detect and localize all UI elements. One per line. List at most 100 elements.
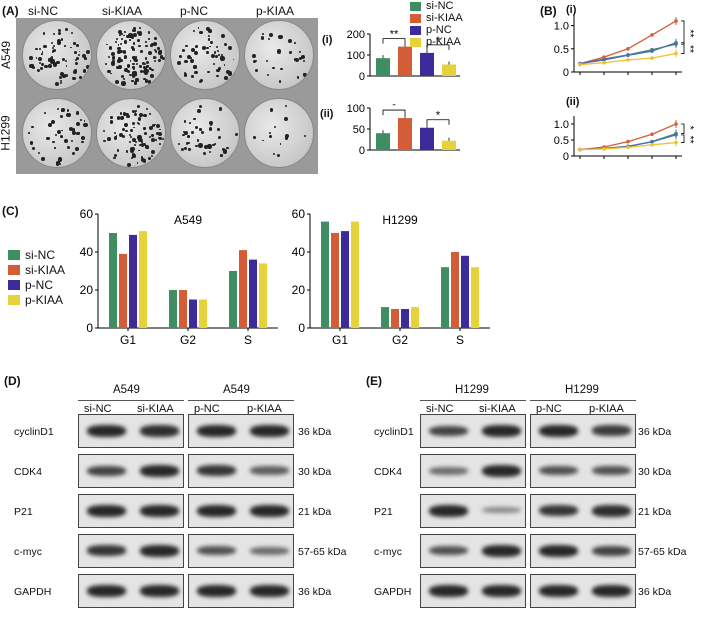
colony-dot bbox=[147, 80, 151, 84]
colony-dot bbox=[190, 59, 195, 64]
colony-dot bbox=[154, 123, 156, 126]
legend-label: si-NC bbox=[25, 248, 55, 262]
colony-dot bbox=[253, 59, 257, 63]
colony-dot bbox=[206, 27, 210, 32]
colony-dot bbox=[76, 43, 79, 47]
colony-dot bbox=[148, 126, 154, 131]
colony-dot bbox=[234, 132, 238, 136]
colony-dot bbox=[112, 56, 116, 60]
colony-dot bbox=[125, 115, 129, 119]
colony-dot bbox=[61, 108, 65, 112]
colony-dot bbox=[148, 38, 150, 40]
colony-dot bbox=[130, 46, 134, 50]
series-point bbox=[626, 145, 630, 150]
blot-band bbox=[482, 425, 521, 437]
colony-dot bbox=[56, 60, 60, 65]
colony-dot bbox=[121, 81, 126, 86]
colony-dot bbox=[216, 50, 219, 53]
colony-dot bbox=[132, 62, 135, 66]
col-label-si-nc: si-NC bbox=[28, 4, 58, 18]
bar bbox=[442, 64, 456, 76]
blot-strip bbox=[530, 574, 636, 608]
colony-dot bbox=[147, 31, 151, 34]
colony-dot bbox=[61, 129, 63, 132]
colony-dot bbox=[129, 134, 132, 137]
colony-dot bbox=[158, 143, 161, 145]
colony-dot bbox=[69, 126, 74, 131]
colony-dot bbox=[143, 66, 146, 70]
colony-dot bbox=[206, 46, 209, 50]
colony-dot bbox=[143, 70, 148, 75]
colony-dot bbox=[200, 78, 204, 82]
blot-band bbox=[250, 546, 289, 555]
colony-dot bbox=[115, 80, 119, 85]
colony-dot bbox=[29, 56, 33, 60]
colony-dot bbox=[137, 39, 140, 42]
colony-dot bbox=[123, 77, 126, 80]
colony-dot bbox=[116, 149, 120, 152]
colony-dot bbox=[107, 70, 111, 74]
colony-dot bbox=[58, 29, 62, 33]
colony-dot bbox=[132, 28, 136, 33]
blot-band bbox=[429, 466, 468, 475]
kda-label: 57-65 kDa bbox=[298, 546, 347, 558]
series-point bbox=[602, 55, 606, 59]
colony-dish bbox=[22, 20, 92, 90]
colony-dot bbox=[60, 38, 64, 41]
blot-band bbox=[482, 545, 521, 557]
colony-dot bbox=[195, 144, 198, 148]
blot-band bbox=[87, 425, 126, 437]
blot-band bbox=[250, 425, 289, 437]
legend-swatch bbox=[410, 25, 421, 35]
y-tick-label: 0 bbox=[86, 321, 93, 335]
colony-dot bbox=[296, 76, 300, 79]
colony-dot bbox=[197, 108, 202, 114]
kda-label: 36 kDa bbox=[638, 586, 672, 598]
colony-dot bbox=[78, 50, 81, 53]
blot-band bbox=[250, 466, 289, 475]
colony-dot bbox=[120, 116, 125, 121]
colony-dot bbox=[76, 122, 81, 127]
colony-dot bbox=[199, 128, 202, 131]
col-label-p-nc: p-NC bbox=[180, 4, 209, 18]
blot-band bbox=[87, 545, 126, 557]
colony-dish bbox=[170, 20, 240, 90]
colony-dot bbox=[41, 156, 46, 161]
legend-label: si-KIAA bbox=[426, 12, 463, 24]
blot-band bbox=[197, 505, 236, 517]
colony-dot bbox=[133, 33, 138, 37]
blot-strip bbox=[420, 454, 526, 488]
colony-dot bbox=[130, 129, 134, 133]
cell-line-label: A549 bbox=[223, 384, 250, 396]
colony-dot bbox=[190, 131, 194, 135]
colony-dot bbox=[194, 70, 198, 75]
colony-dot bbox=[133, 126, 135, 129]
colony-dot bbox=[155, 139, 158, 142]
colony-dot bbox=[125, 34, 130, 39]
sig-bracket bbox=[681, 20, 685, 45]
x-tick-label: S bbox=[244, 333, 252, 347]
series-point bbox=[650, 33, 654, 37]
legend-swatch bbox=[410, 37, 421, 47]
colony-dot bbox=[103, 139, 106, 143]
colony-dot bbox=[201, 131, 205, 135]
colony-dot bbox=[70, 140, 73, 143]
protein-label: cyclinD1 bbox=[374, 426, 414, 438]
colony-dot bbox=[77, 54, 81, 57]
bar-chart-c-a549: A549 0 20 40 60 G1 G2 S bbox=[80, 207, 278, 347]
colony-dot bbox=[294, 42, 296, 45]
blot-band bbox=[250, 505, 289, 517]
blot-band bbox=[429, 545, 468, 556]
colony-dot bbox=[113, 136, 118, 140]
sublabel-b-i: (i) bbox=[566, 4, 577, 16]
legend-swatch bbox=[410, 13, 421, 23]
series-point bbox=[650, 49, 654, 53]
sig-label: * bbox=[436, 35, 441, 47]
panel-a-label: (A) bbox=[2, 4, 19, 18]
blot-band bbox=[539, 585, 578, 597]
colony-dot bbox=[220, 56, 225, 61]
colony-dot bbox=[59, 115, 63, 119]
panel-b-label: (B) bbox=[540, 4, 557, 18]
colony-dot bbox=[61, 107, 64, 110]
colony-dot bbox=[303, 135, 307, 138]
